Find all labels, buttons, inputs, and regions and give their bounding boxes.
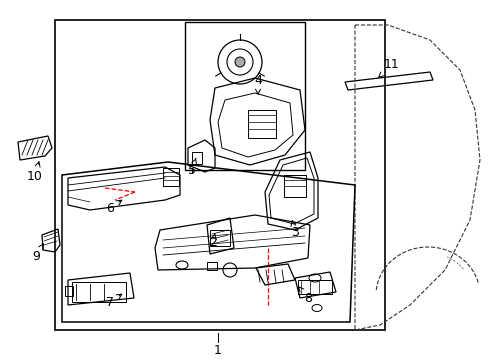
Circle shape bbox=[223, 263, 237, 277]
Text: 1: 1 bbox=[214, 343, 222, 356]
Text: 9: 9 bbox=[32, 244, 43, 262]
Ellipse shape bbox=[176, 261, 187, 269]
Text: 3: 3 bbox=[290, 221, 298, 239]
Text: 8: 8 bbox=[298, 287, 311, 305]
Bar bbox=[206, 262, 217, 270]
Ellipse shape bbox=[311, 305, 321, 311]
Bar bbox=[192, 152, 202, 164]
Ellipse shape bbox=[308, 274, 320, 282]
Circle shape bbox=[218, 40, 262, 84]
Bar bbox=[72, 282, 126, 302]
Bar bbox=[163, 168, 179, 186]
Bar bbox=[284, 175, 305, 197]
Bar bbox=[55, 20, 384, 330]
Circle shape bbox=[235, 57, 244, 67]
Bar bbox=[247, 110, 275, 138]
Text: 5: 5 bbox=[187, 158, 196, 176]
Bar bbox=[297, 280, 331, 294]
Text: 7: 7 bbox=[106, 294, 122, 309]
Circle shape bbox=[226, 49, 252, 75]
Text: 11: 11 bbox=[378, 58, 399, 77]
Text: 4: 4 bbox=[254, 73, 262, 94]
Text: 10: 10 bbox=[27, 162, 43, 183]
Bar bbox=[65, 286, 73, 296]
Text: 2: 2 bbox=[209, 234, 217, 249]
Text: 6: 6 bbox=[106, 200, 122, 215]
Bar bbox=[209, 230, 229, 246]
Bar bbox=[184, 22, 305, 170]
